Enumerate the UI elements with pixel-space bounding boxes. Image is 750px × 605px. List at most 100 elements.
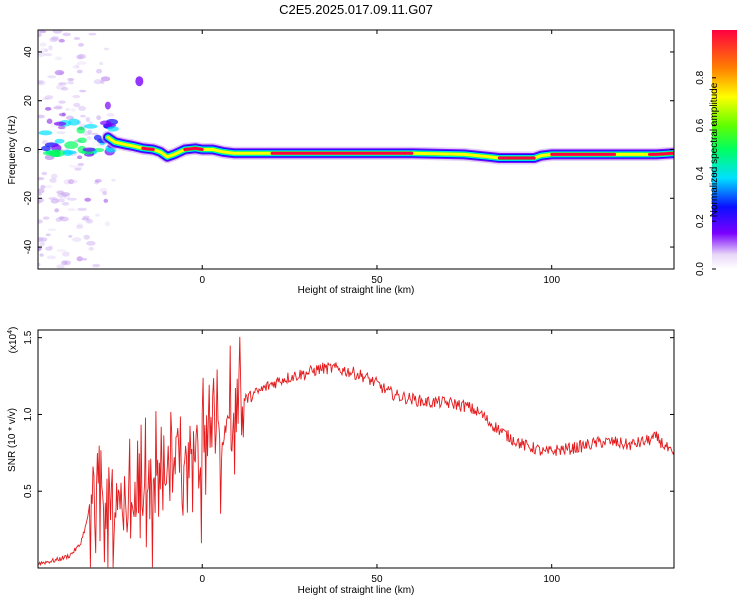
spectrogram-noise-point <box>38 246 42 252</box>
spectrogram-noise-point <box>50 198 59 204</box>
spectrogram-noise-point <box>64 260 72 266</box>
spectrogram-blob <box>107 126 119 132</box>
spectrogram-noise-point <box>38 262 41 267</box>
spectrogram-blob <box>53 121 67 126</box>
spectrogram-xtick-label: 50 <box>371 275 383 286</box>
spectrogram-noise-point <box>63 179 71 185</box>
spectrogram-noise-point <box>58 216 65 220</box>
spectrogram-noise-point <box>46 118 53 124</box>
snr-xtick-label: 100 <box>543 574 560 585</box>
spectrogram-noise-point <box>91 132 99 136</box>
spectrogram-noise-point <box>38 51 45 58</box>
spectrogram-noise-point <box>88 32 97 36</box>
spectrogram-panel: 0 50 100 -40 -20 0 20 40 Height of straight lin… <box>7 29 675 296</box>
spectrogram-noise-point <box>47 75 57 79</box>
spectrogram-noise-point <box>92 263 101 268</box>
spectrogram-noise-point <box>102 191 107 196</box>
spectrogram-noise-point <box>61 112 67 117</box>
spectrogram-noise-point <box>54 56 63 61</box>
spectrogram-blob <box>48 149 61 158</box>
spectrogram-noise-point <box>54 208 60 213</box>
colorbar-gradient <box>712 30 737 269</box>
spectrogram-noise-point <box>63 194 71 200</box>
spectrogram-noise-point <box>76 69 83 74</box>
spectrogram-noise-point <box>38 176 45 181</box>
spectrogram-noise-point <box>86 136 92 140</box>
spectrogram-noise-point <box>77 53 87 59</box>
spectrogram-noise-point <box>58 112 66 117</box>
spectrogram-noise-point <box>70 108 76 112</box>
spectrogram-noise-point <box>72 65 80 69</box>
spectrogram-noise-point <box>50 36 60 41</box>
spectrogram-ylabel: Frequency (Hz) <box>7 116 18 185</box>
spectrogram-xlabel: Height of straight line (km) <box>298 285 415 296</box>
spectrogram-noise-point <box>40 184 46 190</box>
spectrogram-noise-point <box>78 105 86 111</box>
snr-frame <box>37 329 675 569</box>
spectrogram-blob <box>135 76 144 87</box>
spectrogram-noise-point <box>49 178 57 183</box>
spectrogram-noise-point <box>95 213 100 217</box>
spectrogram-noise-point <box>41 171 48 176</box>
spectrogram-noise-point <box>38 236 44 242</box>
spectrogram-noise-point <box>78 42 84 47</box>
snr-xlabel: Height of straight line (km) <box>298 585 415 596</box>
spectrogram-noise-point <box>100 76 111 82</box>
spectrogram-noise-point <box>103 47 110 51</box>
spectrogram-noise-point <box>46 255 56 260</box>
spectrogram-ridge-peak <box>141 146 155 151</box>
spectrogram-noise-point <box>56 249 66 252</box>
snr-panel: 0 50 100 0.5 1.0 1.5 (x104) Height of straigh… <box>7 327 675 596</box>
colorbar-label: Normalized spectral amplitude <box>709 82 720 217</box>
spectrogram-noise-point <box>54 69 65 76</box>
spectrogram-noise-point <box>38 192 42 196</box>
spectrogram-blob <box>38 130 53 136</box>
snr-ytick-label: 1.0 <box>23 407 34 421</box>
spectrogram-noise-point <box>39 253 44 257</box>
spectrogram-noise-point <box>48 197 58 200</box>
spectrogram-noise-point <box>44 95 54 100</box>
spectrogram-noise-point <box>67 78 75 82</box>
spectrogram-noise-point <box>82 258 88 261</box>
spectrogram-noise-point <box>47 228 57 232</box>
snr-series-line <box>38 336 674 568</box>
spectrogram-noise-point <box>61 86 69 91</box>
spectrogram-noise-point <box>99 187 108 193</box>
spectrogram-noise-point <box>74 167 82 171</box>
spectrogram-noise-point <box>38 247 41 251</box>
spectrogram-noise-point <box>94 179 102 183</box>
spectrogram-noise-point <box>104 221 111 227</box>
spectrogram-noise-point <box>44 106 52 111</box>
spectrogram-noise-point <box>111 178 116 182</box>
snr-ytick-label: 0.5 <box>23 484 34 498</box>
spectrogram-noise-point <box>73 102 81 108</box>
spectrogram-noise-point <box>77 207 88 211</box>
snr-exponent: (x104) <box>7 327 19 354</box>
spectrogram-noise-point <box>43 53 53 57</box>
spectrogram-noise-point <box>56 131 66 135</box>
spectrogram-noise-point <box>88 246 94 251</box>
spectrogram-noise-point <box>87 129 93 135</box>
spectrogram-blob <box>83 124 98 129</box>
spectrogram-noise-point <box>38 197 44 203</box>
spectrogram-noise-point <box>48 245 54 249</box>
spectrogram-noise-point <box>49 37 58 43</box>
spectrogram-noise-point <box>58 100 66 104</box>
spectrogram-noise-point <box>39 47 49 53</box>
spectrogram-noise-point <box>96 68 103 74</box>
spectrogram-blob <box>76 126 85 134</box>
spectrogram-noise-point <box>106 113 115 117</box>
spectrogram-noise-point <box>65 108 70 111</box>
spectrogram-noise-point <box>75 63 80 69</box>
spectrogram-ridge-peak <box>183 146 204 151</box>
spectrogram-xtick-label: 100 <box>543 275 560 286</box>
spectrogram-noise-point <box>77 61 87 65</box>
spectrogram-blob <box>62 150 77 155</box>
spectrogram-noise-point <box>61 260 68 266</box>
spectrogram-noise-point <box>67 197 78 201</box>
spectrogram-noise-point <box>79 114 86 118</box>
spectrogram-noise-point <box>94 180 99 185</box>
spectrogram-noise-point <box>93 79 102 85</box>
colorbar-tick-label: 0.8 <box>695 70 706 84</box>
spectrogram-noise-point <box>58 82 67 86</box>
